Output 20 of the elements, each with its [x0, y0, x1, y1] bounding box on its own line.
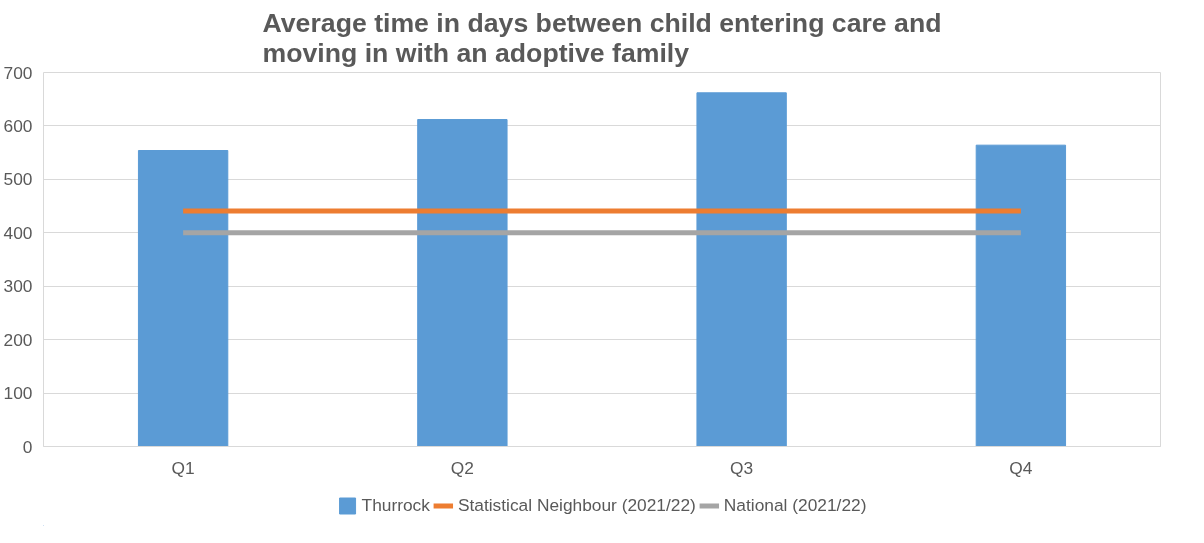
x-tick-label: Q1: [171, 457, 195, 478]
chart-title: Average time in days between child entering care and moving in with an adoptive family: [262, 7, 942, 68]
y-tick-label: 0: [22, 436, 33, 457]
y-tick-label: 300: [3, 276, 33, 297]
y-tick-label: 500: [3, 169, 33, 190]
y-tick-label: 700: [3, 62, 33, 83]
y-tick-label: 400: [3, 222, 33, 243]
bar: [417, 119, 508, 447]
y-tick-label: 200: [3, 329, 33, 350]
y-tick-label: 600: [3, 115, 33, 136]
x-tick-label: Q4: [1009, 457, 1033, 478]
bar: [696, 92, 787, 447]
bar: [137, 150, 229, 447]
legend-label: Thurrock: [361, 494, 430, 516]
bar: [975, 144, 1067, 447]
y-tick-label: 100: [3, 383, 33, 404]
x-tick-label: Q3: [730, 457, 754, 478]
legend-label: Statistical Neighbour (2021/22): [457, 494, 696, 516]
x-tick-label: Q2: [450, 457, 474, 478]
legend-label: National (2021/22): [723, 494, 867, 516]
